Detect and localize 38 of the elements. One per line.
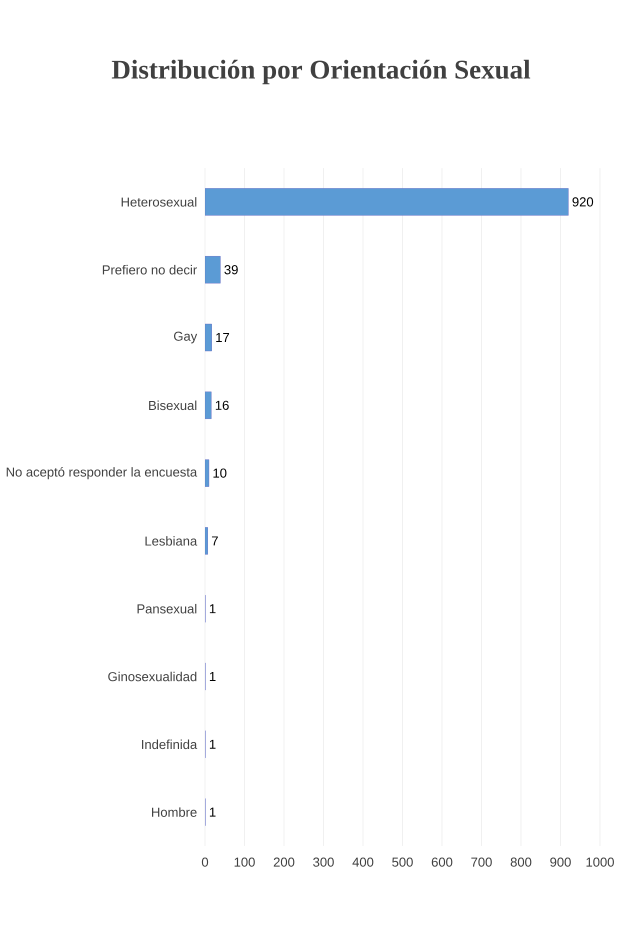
y-tick-label: Gay xyxy=(174,332,198,344)
x-tick-label: 300 xyxy=(313,858,334,867)
y-tick-label: No aceptó responder la encuesta xyxy=(6,466,198,480)
x-tick-label: 0 xyxy=(202,858,208,867)
data-label: 7 xyxy=(212,536,218,546)
data-label: 39 xyxy=(224,265,238,274)
y-tick-label: Heterosexual xyxy=(122,197,196,207)
bar xyxy=(204,256,221,284)
data-label: 10 xyxy=(213,468,226,478)
x-tick-label: 900 xyxy=(550,858,571,867)
y-tick-label: Indefinida xyxy=(142,740,198,750)
data-label: 16 xyxy=(216,400,229,410)
bar xyxy=(204,459,210,487)
y-tick-label: Ginosexualidad xyxy=(108,672,196,682)
x-tick-label: 500 xyxy=(392,858,413,867)
bar xyxy=(204,188,569,216)
data-label: 1 xyxy=(210,672,216,681)
y-tick-label: Lesbiana xyxy=(145,536,198,546)
data-label: 1 xyxy=(210,740,216,749)
bar xyxy=(204,527,208,555)
x-tick-label: 700 xyxy=(471,858,492,867)
y-tick-label: Prefiero no decir xyxy=(102,264,197,274)
bar xyxy=(204,324,212,352)
data-label: 920 xyxy=(572,197,594,207)
x-tick-label: 800 xyxy=(510,858,532,867)
x-tick-label: 600 xyxy=(432,858,452,867)
x-tick-label: 400 xyxy=(352,858,374,867)
bar xyxy=(204,392,212,420)
x-tick-label: 1000 xyxy=(586,858,614,867)
data-label: 17 xyxy=(216,333,230,342)
y-tick-label: Pansexual xyxy=(138,604,196,614)
data-label: 1 xyxy=(210,604,216,614)
chart-title: Distribución por Orientación Sexual xyxy=(112,60,530,84)
x-tick-label: 100 xyxy=(234,858,255,867)
y-tick-label: Hombre xyxy=(152,807,197,817)
y-tick-label: Bisexual xyxy=(149,400,196,410)
data-label: 1 xyxy=(210,808,216,817)
x-tick-label: 200 xyxy=(274,858,294,867)
